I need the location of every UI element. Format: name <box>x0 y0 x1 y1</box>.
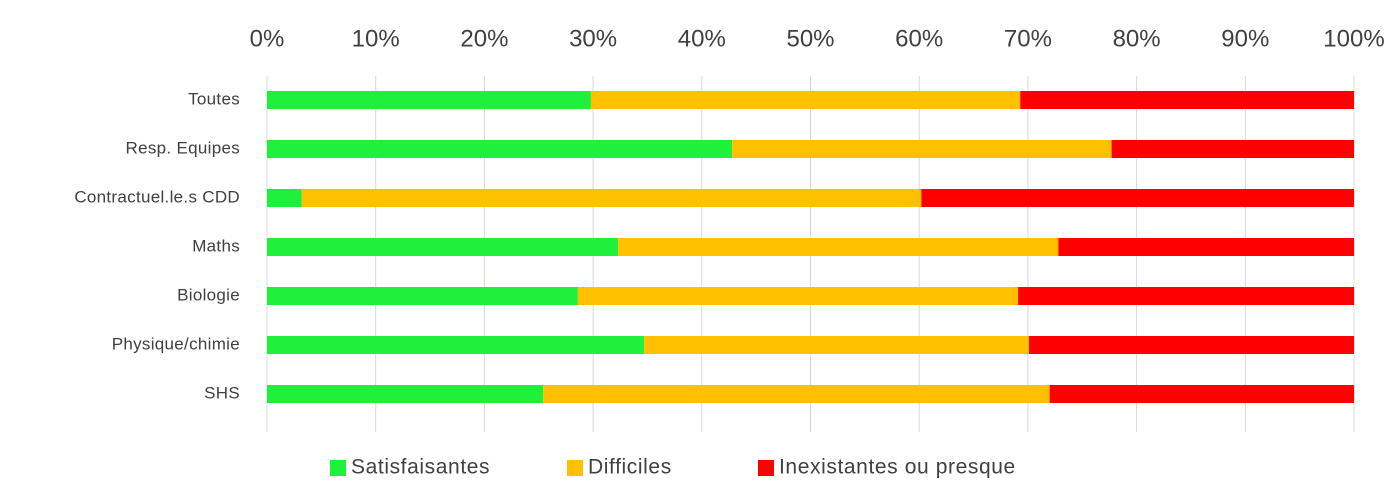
x-tick-label: 0% <box>250 25 285 52</box>
legend-label: Inexistantes ou presque <box>779 456 1016 479</box>
bar-segment <box>301 189 922 207</box>
bar-segment <box>1049 385 1354 403</box>
y-tick-label: Toutes <box>188 89 240 108</box>
y-tick-label: SHS <box>204 383 240 402</box>
legend-label: Satisfaisantes <box>351 456 490 479</box>
legend-swatch <box>758 460 774 476</box>
y-tick-label: Resp. Equipes <box>126 138 240 157</box>
bar-segment <box>590 91 1021 109</box>
bar-segment <box>267 238 619 256</box>
y-tick-label: Biologie <box>177 285 240 304</box>
bar-segment <box>1028 336 1354 354</box>
bar-segment <box>267 287 578 305</box>
x-tick-label: 40% <box>678 25 726 52</box>
x-tick-label: 60% <box>895 25 943 52</box>
legend-swatch <box>330 460 346 476</box>
x-tick-label: 30% <box>569 25 617 52</box>
bar-segment <box>618 238 1059 256</box>
bar-segment <box>921 189 1354 207</box>
bar-segment <box>267 385 544 403</box>
x-tick-label: 20% <box>460 25 508 52</box>
bar-segment <box>577 287 1019 305</box>
x-tick-label: 100% <box>1323 25 1384 52</box>
x-tick-label: 70% <box>1004 25 1052 52</box>
bar-segment <box>1058 238 1354 256</box>
bar-segment <box>732 140 1112 158</box>
bar-segment <box>267 140 733 158</box>
bar-segment <box>1018 287 1354 305</box>
y-tick-label: Contractuel.le.s CDD <box>74 187 240 206</box>
x-tick-label: 80% <box>1113 25 1161 52</box>
x-tick-label: 10% <box>352 25 400 52</box>
bar-segment <box>1020 91 1354 109</box>
bar-segment <box>267 336 645 354</box>
y-tick-label: Maths <box>192 236 240 255</box>
legend-swatch <box>567 460 583 476</box>
bar-segment <box>267 91 591 109</box>
x-tick-label: 50% <box>786 25 834 52</box>
bar-segment <box>543 385 1050 403</box>
x-tick-label: 90% <box>1221 25 1269 52</box>
bar-segment <box>644 336 1029 354</box>
bar-segment <box>267 189 302 207</box>
bar-segment <box>1111 140 1354 158</box>
y-tick-label: Physique/chimie <box>112 334 240 353</box>
legend-label: Difficiles <box>588 456 672 479</box>
